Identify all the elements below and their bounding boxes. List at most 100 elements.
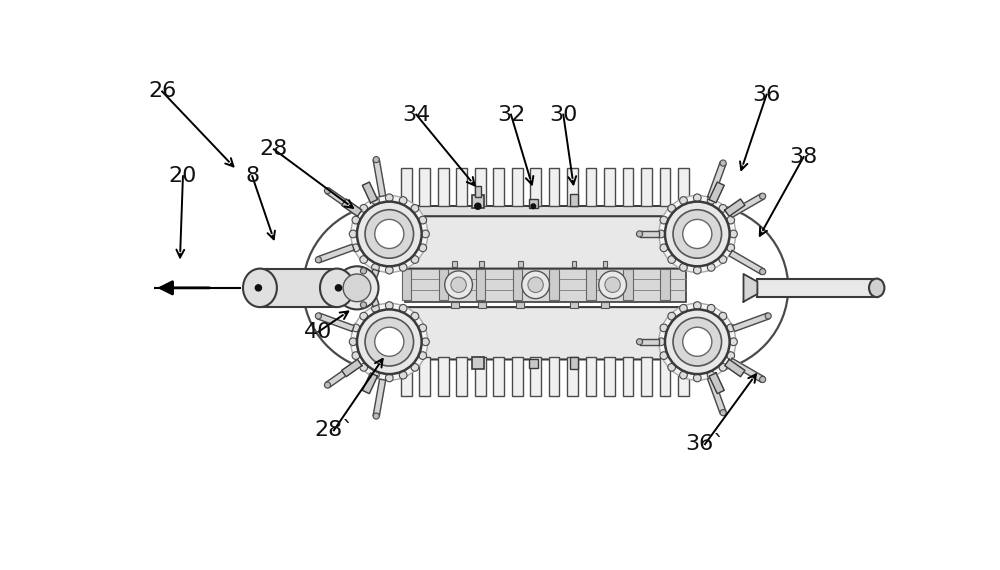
Ellipse shape — [243, 268, 277, 307]
Circle shape — [372, 371, 379, 379]
Circle shape — [360, 302, 367, 308]
Polygon shape — [317, 313, 354, 332]
Circle shape — [399, 371, 407, 379]
Bar — [678, 357, 689, 396]
Bar — [451, 302, 459, 308]
Circle shape — [357, 310, 422, 374]
Circle shape — [255, 285, 261, 291]
Circle shape — [343, 274, 371, 302]
Circle shape — [730, 338, 737, 345]
Circle shape — [419, 352, 427, 360]
Bar — [567, 357, 578, 396]
Polygon shape — [729, 194, 764, 217]
Text: 28`: 28` — [314, 420, 354, 440]
Polygon shape — [361, 269, 379, 306]
Circle shape — [673, 317, 722, 366]
Polygon shape — [326, 188, 360, 214]
Circle shape — [360, 312, 368, 320]
Bar — [479, 261, 484, 267]
Bar — [438, 168, 449, 206]
Circle shape — [419, 324, 427, 332]
Polygon shape — [744, 274, 757, 302]
Circle shape — [760, 193, 766, 200]
Circle shape — [422, 338, 429, 345]
Circle shape — [324, 382, 331, 388]
Bar — [512, 357, 523, 396]
Circle shape — [668, 364, 676, 371]
Circle shape — [528, 277, 543, 292]
Circle shape — [351, 196, 428, 272]
Circle shape — [335, 285, 342, 291]
Polygon shape — [640, 339, 659, 345]
Circle shape — [727, 324, 735, 332]
Circle shape — [683, 327, 712, 356]
Ellipse shape — [869, 279, 884, 297]
Text: 30: 30 — [549, 105, 578, 125]
Circle shape — [352, 352, 360, 360]
Circle shape — [385, 302, 393, 310]
Circle shape — [399, 197, 407, 205]
Text: 36`: 36` — [685, 434, 725, 454]
Circle shape — [445, 271, 472, 299]
Polygon shape — [708, 377, 726, 414]
Circle shape — [360, 256, 368, 263]
Polygon shape — [326, 361, 360, 388]
Circle shape — [605, 277, 620, 292]
Bar — [419, 357, 430, 396]
Bar — [493, 357, 504, 396]
Circle shape — [693, 302, 701, 310]
Circle shape — [720, 160, 726, 166]
Circle shape — [668, 312, 676, 320]
Circle shape — [422, 230, 429, 238]
Text: 38: 38 — [789, 147, 818, 167]
Bar — [405, 267, 686, 302]
Circle shape — [349, 230, 357, 238]
Bar — [419, 168, 430, 206]
Polygon shape — [342, 359, 362, 377]
Circle shape — [373, 157, 379, 162]
Circle shape — [599, 271, 626, 299]
Bar — [641, 168, 652, 206]
FancyBboxPatch shape — [401, 216, 690, 268]
Text: 20: 20 — [169, 166, 197, 186]
Circle shape — [451, 277, 466, 292]
Circle shape — [657, 230, 665, 238]
Circle shape — [719, 205, 727, 212]
Bar — [530, 168, 541, 206]
Circle shape — [352, 244, 360, 251]
Circle shape — [707, 304, 715, 312]
Bar — [586, 268, 596, 300]
Text: 32: 32 — [497, 105, 525, 125]
Bar — [512, 168, 523, 206]
Circle shape — [375, 327, 404, 356]
Bar — [641, 357, 652, 396]
Text: 28: 28 — [260, 139, 288, 159]
Circle shape — [385, 374, 393, 382]
Circle shape — [365, 317, 414, 366]
Polygon shape — [362, 182, 377, 203]
Bar — [757, 279, 877, 297]
Circle shape — [360, 268, 367, 274]
Polygon shape — [373, 379, 386, 417]
Circle shape — [399, 263, 407, 271]
Bar — [476, 268, 485, 300]
Circle shape — [419, 216, 427, 224]
Bar — [586, 168, 596, 206]
Circle shape — [335, 266, 379, 310]
Polygon shape — [729, 359, 764, 382]
Circle shape — [680, 263, 687, 271]
Polygon shape — [361, 270, 379, 307]
Circle shape — [673, 210, 722, 258]
Circle shape — [693, 194, 701, 202]
Bar — [603, 261, 607, 267]
Circle shape — [665, 310, 730, 374]
Text: 26: 26 — [148, 82, 176, 101]
Circle shape — [352, 324, 360, 332]
Bar — [512, 268, 522, 300]
Bar — [572, 261, 576, 267]
Circle shape — [324, 188, 331, 194]
Circle shape — [360, 205, 368, 212]
Circle shape — [683, 219, 712, 249]
Polygon shape — [362, 373, 377, 394]
Bar — [402, 268, 411, 300]
